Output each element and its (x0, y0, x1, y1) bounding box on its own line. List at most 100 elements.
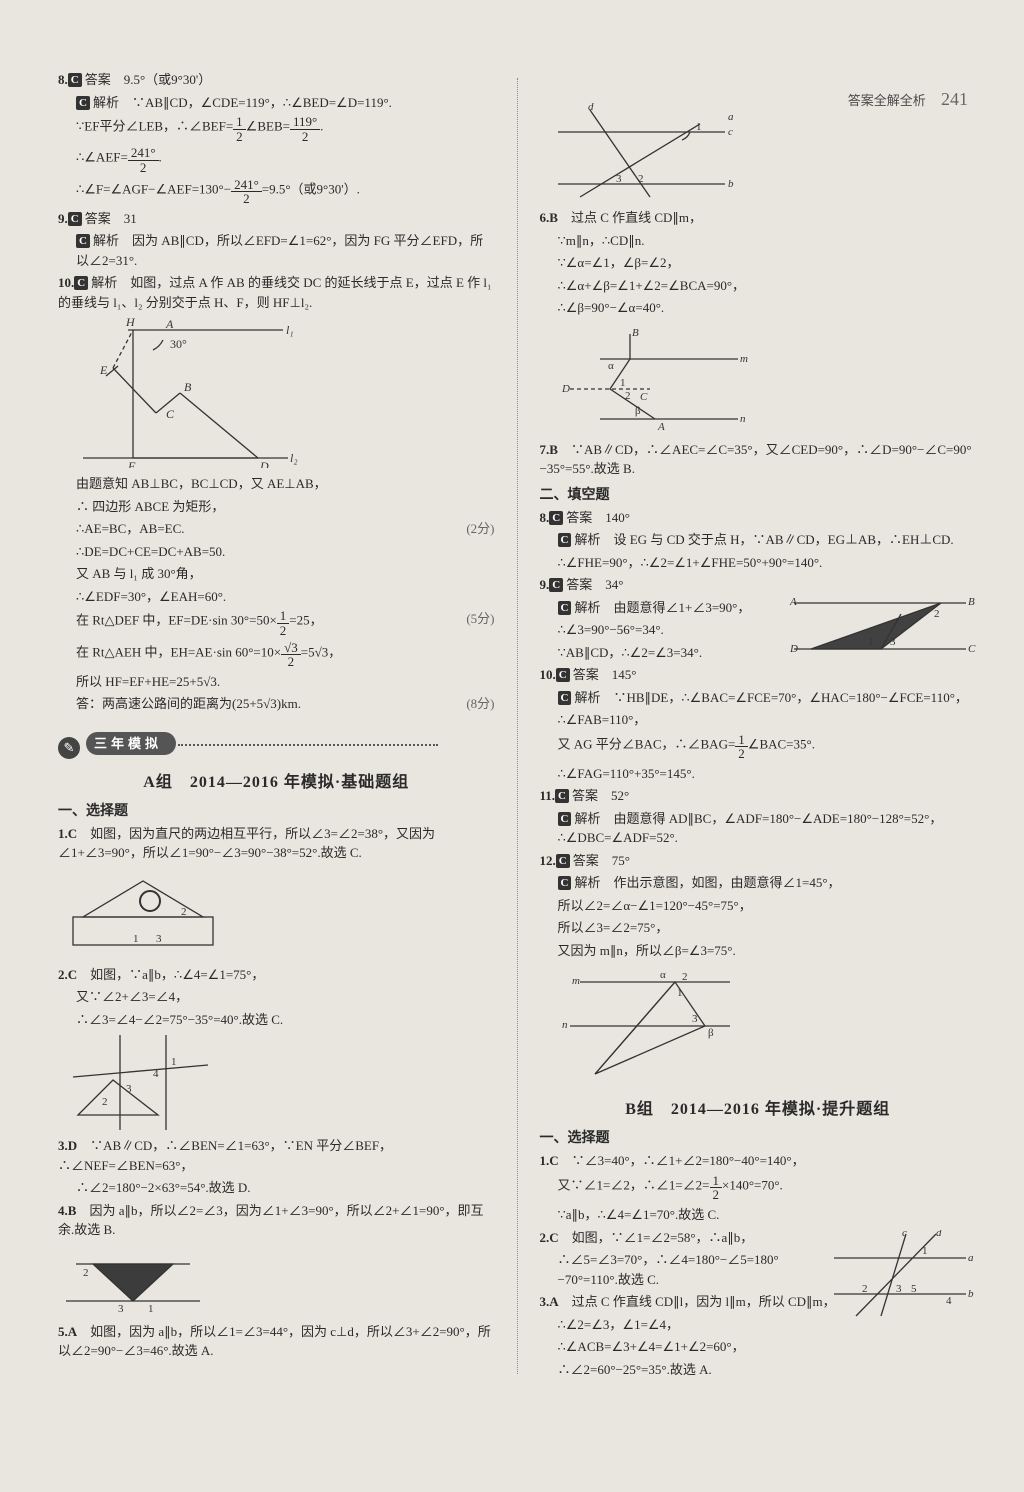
r6a-1: 1 (696, 121, 702, 133)
fig-label-A: A (165, 318, 174, 331)
p2-a: a (116, 1035, 122, 1037)
r11-t: 由题意得 AD∥BC，∠ADF=180°−∠ADE=180°−128°=52°，… (558, 811, 943, 846)
frac-d: 2 (277, 623, 290, 638)
r6-l2: ∵m∥n，∴CD∥n. (540, 231, 977, 251)
q8-ans-label: 答案 (85, 72, 111, 87)
badge-c: C (558, 601, 572, 615)
p2-4: 4 (153, 1068, 159, 1080)
r10-ans: 145° (612, 667, 637, 682)
q8-num: 8. (58, 72, 68, 87)
r10-num: 10. (540, 667, 556, 682)
figure-q10: H A l₁ E B C F D l₂ 30° (58, 318, 495, 468)
r8-num: 8. (540, 510, 550, 525)
badge-c: C (68, 212, 82, 226)
r12-expl-label: 解析 (574, 875, 600, 890)
r12-l4: 又因为 m∥n，所以∠β=∠3=75°. (540, 941, 977, 961)
q9-ex: 因为 AB∥CD，所以∠EFD=∠1=62°，因为 FG 平分∠EFD，所以∠2… (76, 233, 483, 268)
frac-d: 2 (710, 1187, 723, 1202)
b1-l1: ∵∠3=40°，∴∠1+∠2=180°−40°=140°， (572, 1153, 805, 1168)
r8-expl-label: 解析 (574, 532, 600, 547)
r9-expl-label: 解析 (574, 600, 600, 615)
p5-t: 如图，因为 a∥b，所以∠1=∠3=44°，因为 c⊥d，所以∠3+∠2=90°… (58, 1324, 491, 1359)
badge-c: C (68, 73, 82, 87)
r6-l1: 过点 C 作直线 CD∥m， (571, 210, 702, 225)
frac-d: 2 (735, 746, 748, 761)
badge-c: C (74, 276, 88, 290)
r12-1: 1 (677, 987, 683, 999)
q10-lf: ∴∠EDF=30°，∠EAH=60°. (58, 587, 495, 607)
p1-l1: 1 (133, 933, 139, 945)
q10-ld: ∴DE=DC+CE=DC+AB=50. (58, 542, 495, 562)
q10-li: 所以 HF=EF+HE=25+5√3. (58, 672, 495, 692)
r6-alp: α (608, 360, 614, 372)
badge-c: C (76, 234, 90, 248)
r12-2: 2 (682, 971, 688, 983)
b3-l3: ∴∠ACB=∠3+∠4=∠1+∠2=60°， (540, 1337, 977, 1357)
badge-c: C (558, 812, 572, 826)
p4-t: 因为 a∥b，所以∠2=∠3，因为∠1+∠3=90°，所以∠2+∠1=90°，即… (58, 1203, 484, 1238)
section-choice: 一、选择题 (58, 801, 495, 822)
group-a-title: A组 2014—2016 年模拟·基础题组 (58, 771, 495, 795)
frac-n: √3 (281, 641, 301, 655)
q10-lgb: =25， (289, 613, 322, 628)
r12-l1: 作出示意图，如图，由题意得∠1=45°， (613, 875, 840, 890)
r10-ans-label: 答案 (573, 667, 599, 682)
r11-ans: 52° (611, 788, 629, 803)
figure-p4: 2 3 1 (58, 1246, 495, 1316)
r12-n: n (562, 1019, 568, 1031)
figure-r12: m n α β 1 2 3 (540, 966, 977, 1086)
r6-num: 6.B (540, 210, 558, 225)
q10-le: 又 AB 与 l₁ 成 30°角， (58, 564, 495, 584)
b1-l3: ∵a∥b，∴∠4=∠1=70°.故选 C. (540, 1205, 977, 1225)
r6a-c: c (728, 126, 733, 138)
p4-num: 4.B (58, 1203, 76, 1218)
q10-la: 由题意知 AB⊥BC，BC⊥CD，又 AE⊥AB， (58, 474, 495, 494)
b2-1: 1 (922, 1245, 928, 1257)
r9-3: 3 (890, 636, 896, 648)
frac-d: 2 (290, 129, 320, 144)
r11-ans-label: 答案 (572, 788, 598, 803)
r9-l1: 由题意得∠1+∠3=90°， (613, 600, 750, 615)
p4-1: 1 (148, 1303, 154, 1315)
b1-l2a: 又∵∠1=∠2，∴∠1=∠2= (558, 1177, 710, 1192)
q10-lga: 在 Rt△DEF 中，EF=DE·sin 30°=50× (76, 613, 277, 628)
badge-c: C (76, 96, 90, 110)
b2-4: 4 (946, 1295, 952, 1307)
figure-r9: A B D C 2 1 3 (786, 589, 976, 661)
r9-l2: ∴∠3=90°−56°=34°. (540, 620, 780, 640)
badge-c: C (549, 511, 563, 525)
r8-ans-label: 答案 (566, 510, 592, 525)
figure-p1: 1 2 3 (58, 869, 495, 959)
fig-label-H: H (125, 318, 136, 329)
frac-n: 241° (128, 146, 159, 160)
r10-l2: ∴∠FAB=110°， (540, 710, 977, 730)
r9-D: D (789, 643, 798, 655)
pencil-icon: ✎ (58, 737, 80, 759)
q9-num: 9. (58, 211, 68, 226)
mock-pill: 三年模拟 (86, 732, 176, 756)
b1-num: 1.C (540, 1153, 559, 1168)
r9-l3: ∵AB∥CD，∴∠2=∠3=34°. (540, 643, 780, 663)
p2-l2: 又∵∠2+∠3=∠4， (58, 987, 495, 1007)
b2-l1: 如图，∵∠1=∠2=58°，∴a∥b， (572, 1230, 754, 1245)
fig-label-E: E (99, 363, 108, 377)
r7-t: ∵AB∥CD，∴∠AEC=∠C=35°，又∠CED=90°，∴∠D=90°−∠C… (540, 442, 972, 477)
r6a-3: 3 (616, 173, 622, 185)
frac-n: 1 (710, 1174, 723, 1188)
r6-2: 2 (625, 390, 631, 402)
score-8: (8分) (466, 694, 494, 714)
p4-2: 2 (83, 1267, 89, 1279)
p2-3: 3 (126, 1083, 132, 1095)
q8-l4b: =9.5°（或9°30'）. (262, 181, 360, 196)
p4-3: 3 (118, 1303, 124, 1315)
r12-l2: 所以∠2=∠α−∠1=120°−45°=75°， (540, 896, 977, 916)
r12-num: 12. (540, 853, 556, 868)
r6a-b: b (728, 178, 734, 190)
p2-num: 2.C (58, 967, 77, 982)
frac-d: 2 (231, 191, 262, 206)
r12-a: α (660, 969, 666, 981)
frac-d: 2 (281, 654, 301, 669)
p1-l3: 3 (156, 933, 162, 945)
p2-2: 2 (102, 1096, 108, 1108)
r6-l5: ∴∠β=90°−∠α=40°. (540, 298, 977, 318)
